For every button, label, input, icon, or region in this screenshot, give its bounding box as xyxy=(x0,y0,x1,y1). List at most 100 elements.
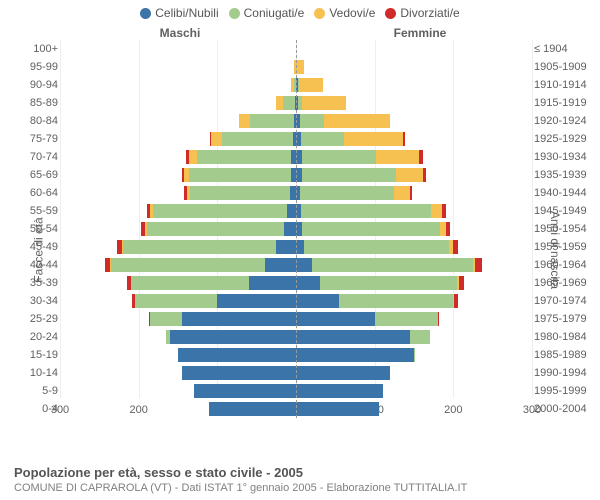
seg-w xyxy=(324,114,391,128)
seg-s xyxy=(217,294,296,308)
seg-c xyxy=(135,294,218,308)
seg-s xyxy=(276,240,296,254)
age-label: 65-69 xyxy=(2,166,58,184)
footer-sub: COMUNE DI CAPRAROLA (VT) - Dati ISTAT 1°… xyxy=(14,482,586,494)
age-label: 45-49 xyxy=(2,238,58,256)
legend-label: Vedovi/e xyxy=(329,6,375,20)
bar-male xyxy=(149,312,296,326)
birth-label: 2000-2004 xyxy=(534,400,598,418)
seg-c xyxy=(197,150,291,164)
birth-label: 1915-1919 xyxy=(534,94,598,112)
seg-w xyxy=(344,132,403,146)
seg-c xyxy=(301,132,344,146)
header-female: Femmine xyxy=(300,26,600,40)
bar-male xyxy=(182,168,296,182)
bar-female xyxy=(296,204,446,218)
seg-d xyxy=(419,150,422,164)
header-male: Maschi xyxy=(0,26,300,40)
seg-d xyxy=(423,168,425,182)
age-label: 15-19 xyxy=(2,346,58,364)
birth-label: 1960-1964 xyxy=(534,256,598,274)
seg-c xyxy=(123,240,276,254)
birth-label: ≤ 1904 xyxy=(534,40,598,58)
seg-s xyxy=(265,258,296,272)
legend-label: Coniugati/e xyxy=(244,6,305,20)
legend-item: Celibi/Nubili xyxy=(140,6,218,20)
bar-male xyxy=(147,204,296,218)
seg-d xyxy=(459,276,464,290)
seg-s xyxy=(296,240,304,254)
seg-c xyxy=(131,276,249,290)
bar-female xyxy=(296,384,383,398)
legend-swatch xyxy=(229,8,240,19)
bar-female xyxy=(296,60,304,74)
bar-male xyxy=(210,132,297,146)
bar-female xyxy=(296,240,458,254)
gender-headers: Maschi Femmine xyxy=(0,26,600,40)
seg-s xyxy=(296,258,312,272)
age-label: 70-74 xyxy=(2,148,58,166)
age-label: 85-89 xyxy=(2,94,58,112)
seg-w xyxy=(296,60,304,74)
age-label: 100+ xyxy=(2,40,58,58)
age-label: 50-54 xyxy=(2,220,58,238)
seg-c xyxy=(250,114,293,128)
bar-male xyxy=(178,348,296,362)
age-label: 95-99 xyxy=(2,58,58,76)
seg-s xyxy=(296,348,414,362)
seg-d xyxy=(403,132,405,146)
birth-label: 1925-1929 xyxy=(534,130,598,148)
seg-c xyxy=(300,114,324,128)
seg-c xyxy=(190,186,290,200)
bar-female xyxy=(296,312,439,326)
seg-w xyxy=(239,114,251,128)
birth-label: 1975-1979 xyxy=(534,310,598,328)
bar-male xyxy=(194,384,296,398)
birth-label: 1930-1934 xyxy=(534,148,598,166)
birth-label: 1905-1909 xyxy=(534,58,598,76)
plot-area: 3002001000100200300 100+≤ 190495-991905-… xyxy=(0,40,600,438)
birth-label: 1910-1914 xyxy=(534,76,598,94)
age-label: 90-94 xyxy=(2,76,58,94)
age-label: 0-4 xyxy=(2,400,58,418)
seg-s xyxy=(287,204,296,218)
birth-label: 1990-1994 xyxy=(534,364,598,382)
birth-label: 1940-1944 xyxy=(534,184,598,202)
legend-item: Divorziati/e xyxy=(385,6,459,20)
bar-female xyxy=(296,186,412,200)
seg-w xyxy=(394,186,410,200)
legend: Celibi/Nubili Coniugati/e Vedovi/e Divorzia… xyxy=(0,0,600,20)
bar-male xyxy=(117,240,296,254)
seg-s xyxy=(178,348,296,362)
seg-w xyxy=(189,150,197,164)
age-label: 40-44 xyxy=(2,256,58,274)
seg-c xyxy=(302,150,377,164)
center-line xyxy=(296,40,297,418)
age-label: 20-24 xyxy=(2,328,58,346)
bar-female xyxy=(296,276,464,290)
bar-male xyxy=(127,276,296,290)
footer-title: Popolazione per età, sesso e stato civil… xyxy=(14,465,586,480)
grid-line xyxy=(532,40,533,398)
bar-female xyxy=(296,78,323,92)
seg-d xyxy=(438,312,440,326)
seg-s xyxy=(296,384,383,398)
age-label: 75-79 xyxy=(2,130,58,148)
seg-c xyxy=(283,96,295,110)
seg-s xyxy=(296,402,379,416)
legend-swatch xyxy=(140,8,151,19)
seg-s xyxy=(296,330,410,344)
birth-label: 1920-1924 xyxy=(534,112,598,130)
bar-male xyxy=(239,114,296,128)
bar-male xyxy=(141,222,296,236)
seg-s xyxy=(296,294,339,308)
bar-male xyxy=(209,402,296,416)
age-label: 25-29 xyxy=(2,310,58,328)
age-label: 35-39 xyxy=(2,274,58,292)
seg-c xyxy=(302,222,440,236)
birth-label: 1965-1969 xyxy=(534,274,598,292)
seg-c xyxy=(375,312,438,326)
legend-item: Vedovi/e xyxy=(314,6,375,20)
seg-d xyxy=(453,240,458,254)
bar-female xyxy=(296,150,423,164)
